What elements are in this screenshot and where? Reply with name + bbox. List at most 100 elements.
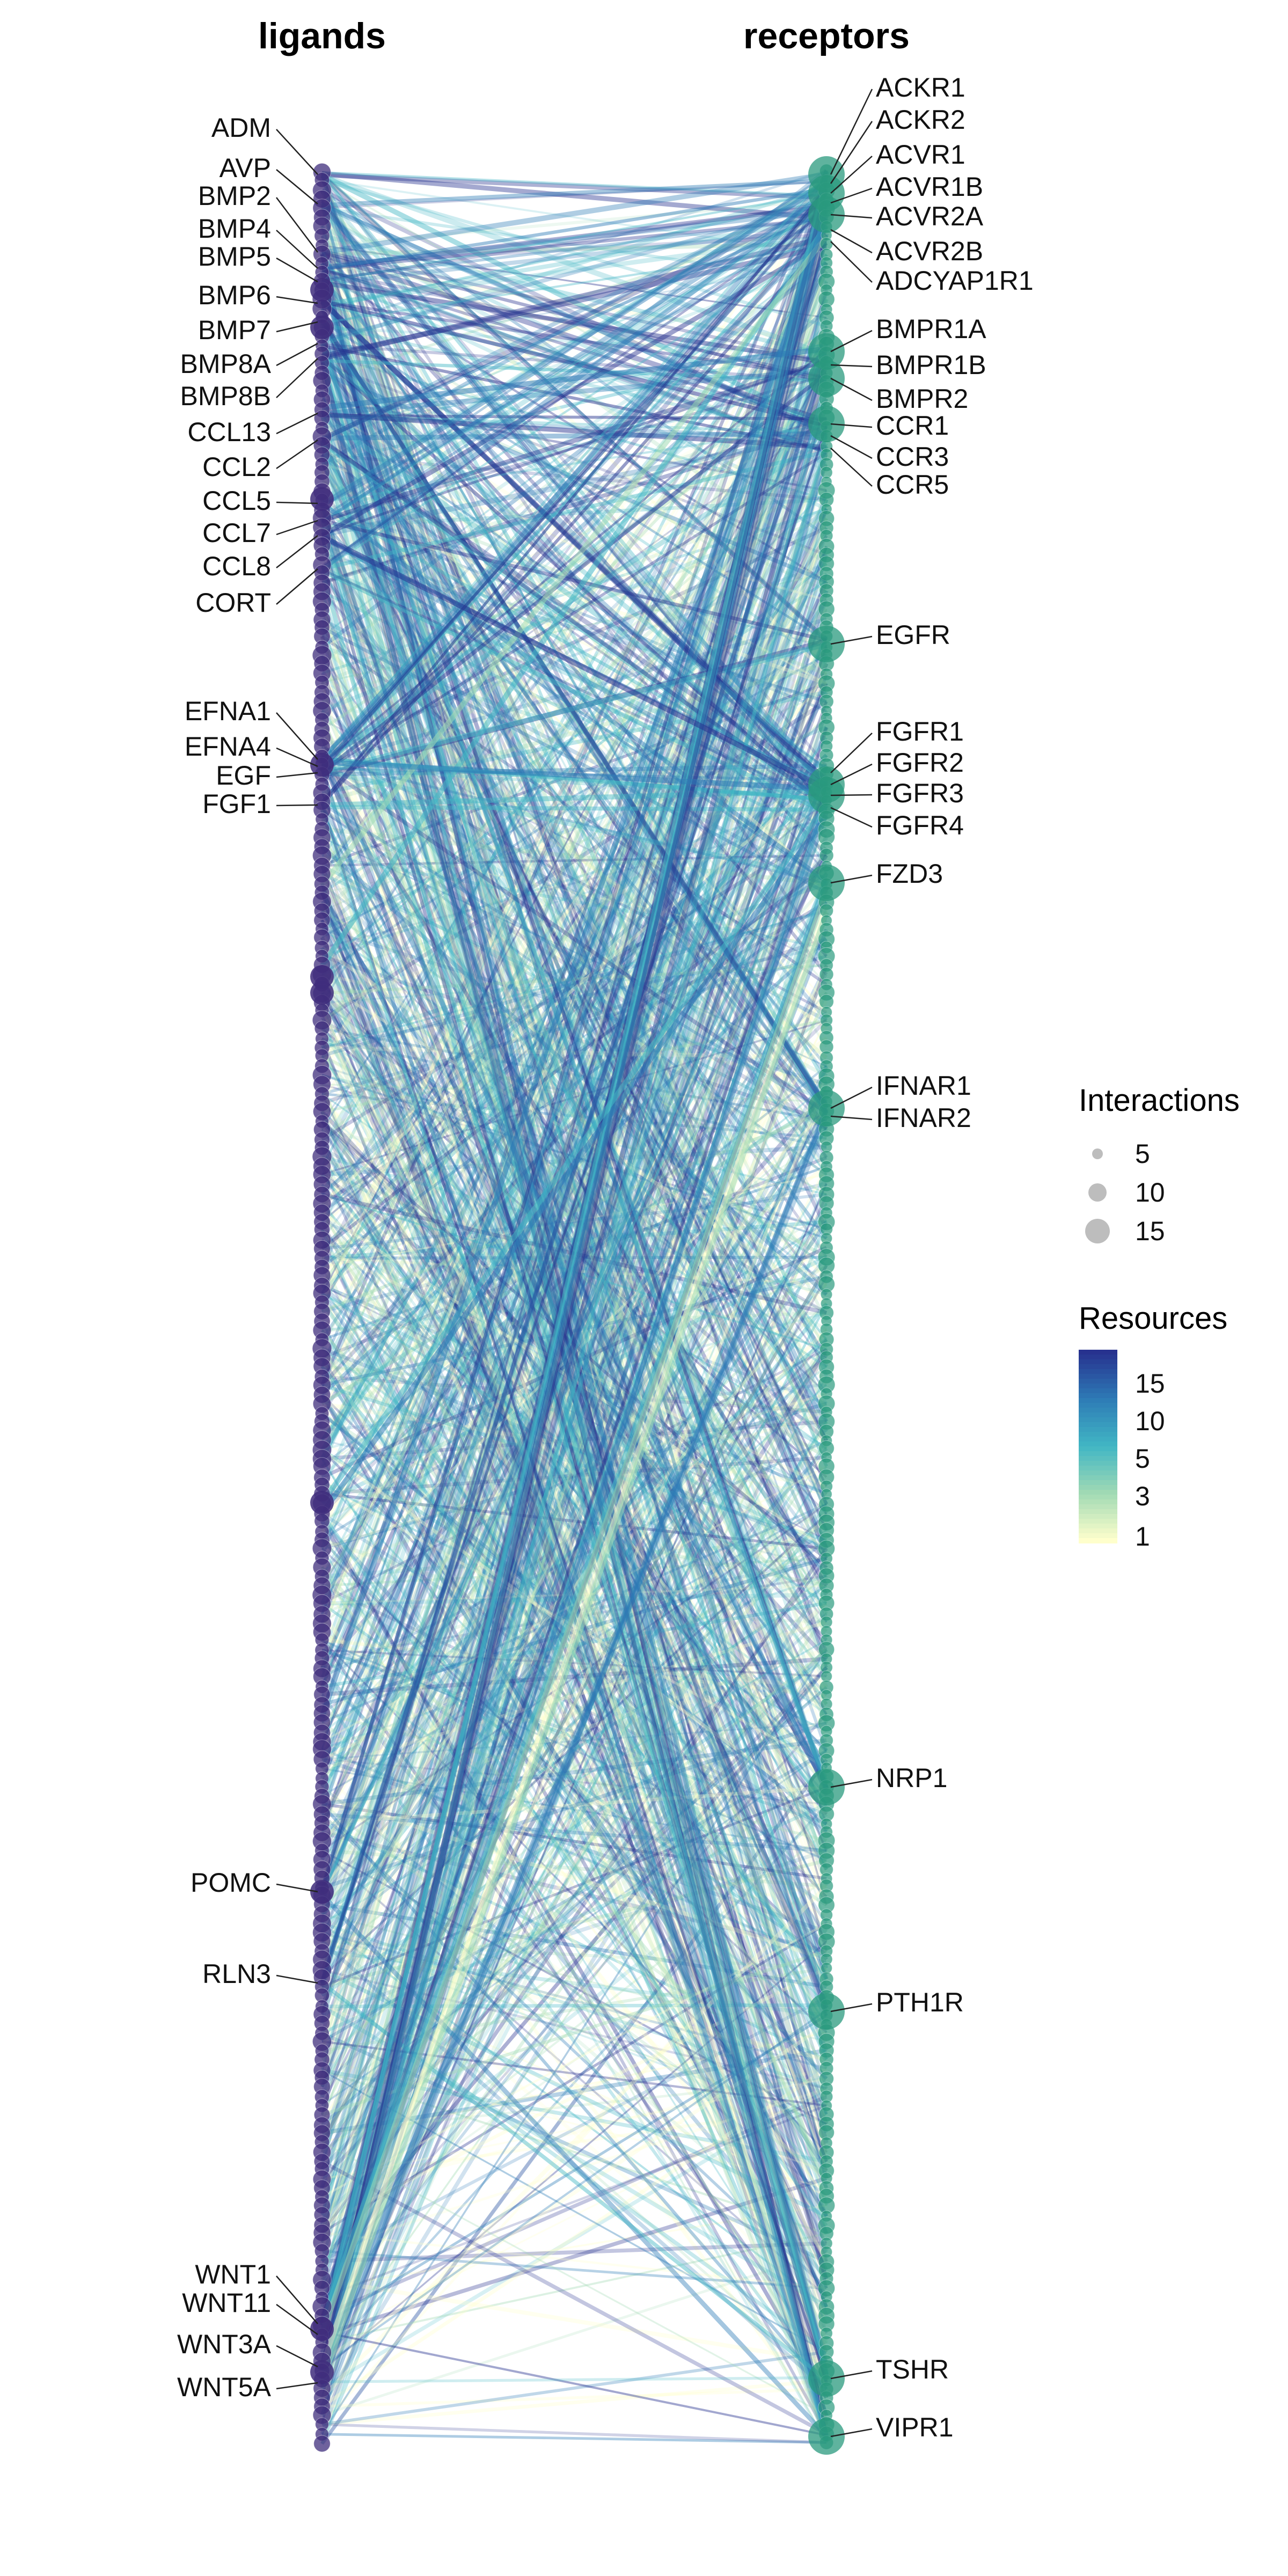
interaction-edge	[320, 422, 829, 1984]
interaction-edge	[321, 1686, 828, 2106]
interaction-edge	[320, 847, 829, 2008]
ligand-leader-line	[276, 439, 318, 470]
interaction-edge	[320, 203, 828, 2333]
interaction-edge	[321, 358, 828, 523]
interaction-edge	[320, 372, 828, 1987]
interaction-edge	[320, 608, 828, 1304]
interaction-edge	[321, 1512, 827, 1671]
ligand-node	[310, 1880, 334, 1904]
resources-colorbar-segment	[1079, 1524, 1117, 1529]
interaction-edge	[321, 654, 827, 939]
interaction-edge	[320, 635, 828, 1168]
interaction-edge	[321, 765, 828, 1586]
interaction-edge	[321, 444, 828, 985]
interaction-edge	[321, 1802, 827, 1880]
interaction-edge	[320, 189, 829, 1660]
interaction-edge	[321, 1803, 828, 2362]
interaction-edge	[320, 803, 828, 2384]
resources-colorbar-segment	[1079, 1461, 1117, 1466]
interaction-edge	[320, 517, 828, 1723]
resources-colorbar-segment	[1079, 1427, 1117, 1432]
interaction-edge	[321, 261, 827, 392]
interaction-edge	[321, 1721, 828, 1890]
interaction-edge	[320, 635, 829, 2280]
interaction-edge	[320, 262, 828, 1176]
interaction-edge	[320, 545, 828, 1259]
interaction-edge	[321, 216, 828, 739]
interaction-edge	[321, 1246, 828, 1480]
interaction-edge	[320, 190, 828, 2052]
interaction-edge	[321, 764, 828, 2372]
interaction-edge	[320, 792, 829, 1894]
interaction-edge	[321, 399, 828, 1980]
interaction-edge	[320, 883, 828, 1988]
interaction-edge	[321, 254, 828, 637]
interaction-edge	[320, 353, 828, 2133]
interaction-edge	[321, 299, 828, 2169]
interaction-edge	[321, 919, 828, 1987]
interaction-edge	[321, 208, 828, 2006]
interaction-edge	[321, 1009, 828, 1677]
interaction-edge	[321, 1602, 828, 1961]
interaction-edge	[320, 371, 828, 774]
interaction-edge	[321, 609, 828, 1971]
interaction-edge	[321, 299, 827, 428]
interaction-edge	[320, 774, 828, 1892]
interaction-edge	[320, 1128, 828, 1889]
resources-colorbar-segment	[1079, 1470, 1117, 1476]
receptor-label: CCR5	[876, 470, 949, 500]
interaction-edge	[320, 1091, 829, 1670]
interaction-edge	[321, 638, 828, 778]
resources-colorbar-segment	[1079, 1514, 1117, 1519]
ligand-label: CCL7	[202, 518, 271, 548]
interaction-edge	[321, 451, 828, 774]
interaction-edge	[320, 210, 829, 2326]
interaction-edge	[321, 1128, 827, 1250]
interaction-edge	[321, 1647, 828, 1817]
interaction-edge	[320, 180, 828, 985]
interaction-edge	[320, 581, 829, 1688]
interaction-edge	[320, 225, 828, 760]
receptor-node	[808, 1090, 845, 1126]
interaction-edge	[321, 436, 828, 2335]
interaction-edge	[320, 910, 828, 1998]
interaction-edge	[321, 184, 828, 346]
resources-legend-label: 10	[1135, 1406, 1165, 1436]
interaction-edge	[320, 662, 828, 1495]
interaction-edge	[320, 1884, 828, 2399]
ligand-label: EGF	[216, 760, 271, 791]
interaction-edge	[321, 599, 828, 2280]
interaction-edge	[321, 920, 828, 1915]
interaction-edge	[320, 362, 828, 976]
receptor-label: EGFR	[876, 620, 950, 650]
interaction-edge	[321, 1620, 827, 1770]
interaction-edge	[321, 546, 828, 2060]
interaction-edge	[320, 320, 828, 1106]
interaction-edge	[321, 1785, 827, 1825]
interaction-edge	[320, 225, 829, 1515]
interaction-edge	[320, 1237, 828, 1743]
interaction-edge	[320, 380, 828, 1741]
interaction-edge	[320, 646, 828, 1059]
interaction-edge	[321, 1220, 827, 1260]
interaction-edge	[321, 1347, 828, 1716]
interaction-edge	[320, 865, 828, 1523]
interaction-edge	[321, 1458, 828, 2297]
receptor-label: BMPR2	[876, 384, 968, 414]
interaction-edge	[321, 1849, 827, 2125]
interaction-edge	[320, 253, 829, 2162]
interaction-edge	[320, 199, 828, 1195]
receptor-leader-line	[830, 121, 873, 184]
interaction-edge	[321, 1002, 827, 1358]
interaction-edge	[321, 261, 827, 346]
interaction-edge	[321, 1939, 827, 2062]
interaction-edge	[320, 1520, 829, 2399]
interaction-edge	[320, 537, 828, 2060]
interaction-edge	[321, 568, 828, 815]
interaction-edge	[320, 472, 828, 1887]
interaction-edge	[320, 354, 828, 1624]
resources-colorbar-segment	[1079, 1499, 1117, 1505]
interaction-edge	[320, 1054, 828, 1633]
interaction-edge	[321, 2009, 828, 2368]
